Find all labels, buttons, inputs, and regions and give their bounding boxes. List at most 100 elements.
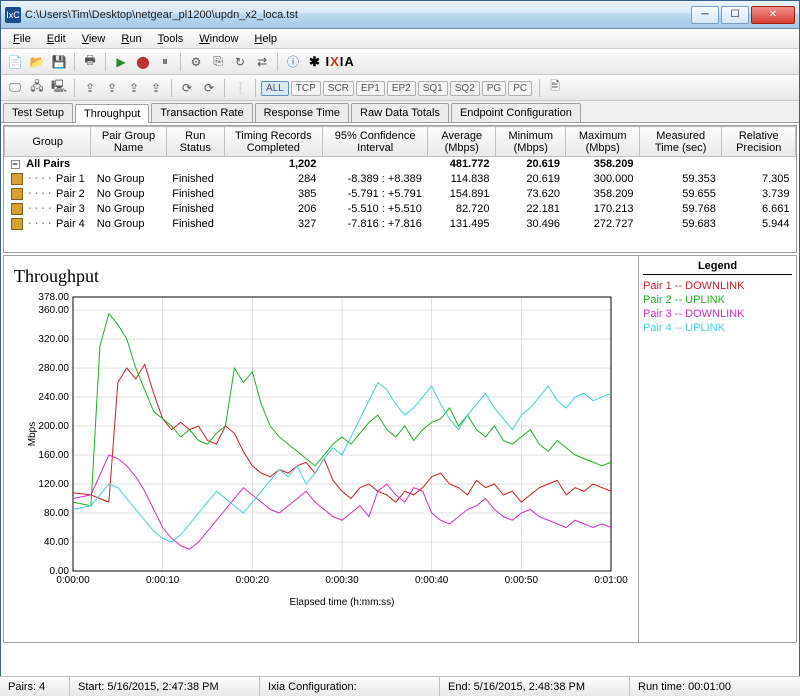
menu-view[interactable]: View bbox=[74, 31, 114, 47]
filter-ep2[interactable]: EP2 bbox=[387, 81, 416, 96]
col-header[interactable]: Maximum (Mbps) bbox=[566, 127, 639, 157]
chart-main: Throughput 0.0040.0080.00120.00160.00200… bbox=[4, 256, 638, 642]
col-header[interactable]: Average (Mbps) bbox=[428, 127, 496, 157]
filter-pg[interactable]: PG bbox=[482, 81, 506, 96]
tab-test-setup[interactable]: Test Setup bbox=[3, 103, 73, 122]
toolbar-1: 📄 📂 💾 🖶 ▶ ⬤ ⏸ ⚙ ⎘ ↻ ⇄ ⓘ ✱ IXIA bbox=[1, 49, 799, 75]
status-config: Ixia Configuration: bbox=[260, 677, 440, 696]
throughput-chart: 0.0040.0080.00120.00160.00200.00240.0028… bbox=[14, 291, 628, 611]
minimize-button[interactable]: ─ bbox=[691, 6, 719, 24]
legend-item: Pair 2 -- UPLINK bbox=[643, 293, 792, 307]
tb2-icon-2[interactable]: 🖧 bbox=[27, 78, 47, 98]
status-runtime: Run time: 00:01:00 bbox=[630, 677, 800, 696]
tool-icon-2[interactable]: ⎘ bbox=[208, 52, 228, 72]
filter-tcp[interactable]: TCP bbox=[291, 81, 321, 96]
tb2-icon-5[interactable]: ⇪ bbox=[102, 78, 122, 98]
svg-text:0:00:00: 0:00:00 bbox=[56, 575, 90, 586]
tab-endpoint-configuration[interactable]: Endpoint Configuration bbox=[451, 103, 581, 122]
tool-icon-4[interactable]: ⇄ bbox=[252, 52, 272, 72]
svg-text:Elapsed time (h:mm:ss): Elapsed time (h:mm:ss) bbox=[289, 597, 394, 608]
status-start: Start: 5/16/2015, 2:47:38 PM bbox=[70, 677, 260, 696]
filter-ep1[interactable]: EP1 bbox=[356, 81, 385, 96]
svg-text:200.00: 200.00 bbox=[38, 421, 69, 432]
legend-item: Pair 1 -- DOWNLINK bbox=[643, 279, 792, 293]
svg-text:320.00: 320.00 bbox=[38, 334, 69, 345]
table-row[interactable]: ···· Pair 2No GroupFinished385-5.791 : +… bbox=[5, 186, 796, 201]
col-header[interactable]: Measured Time (sec) bbox=[639, 127, 721, 157]
filter-scr[interactable]: SCR bbox=[323, 81, 354, 96]
menu-file[interactable]: File bbox=[5, 31, 39, 47]
col-header[interactable]: Timing Records Completed bbox=[224, 127, 322, 157]
table-row[interactable]: ···· Pair 4No GroupFinished327-7.816 : +… bbox=[5, 216, 796, 231]
menu-tools[interactable]: Tools bbox=[150, 31, 192, 47]
col-header[interactable]: Relative Precision bbox=[722, 127, 796, 157]
pause-icon[interactable]: ⏸ bbox=[155, 52, 175, 72]
svg-text:160.00: 160.00 bbox=[38, 450, 69, 461]
results-table: GroupPair Group NameRun StatusTiming Rec… bbox=[4, 126, 796, 231]
menu-run[interactable]: Run bbox=[113, 31, 149, 47]
svg-text:378.00: 378.00 bbox=[38, 292, 69, 303]
tab-throughput[interactable]: Throughput bbox=[75, 104, 149, 123]
svg-text:120.00: 120.00 bbox=[38, 479, 69, 490]
titlebar: IxC C:\Users\Tim\Desktop\netgear_pl1200\… bbox=[1, 1, 799, 29]
legend-box: Legend Pair 1 -- DOWNLINKPair 2 -- UPLIN… bbox=[638, 256, 796, 642]
svg-text:280.00: 280.00 bbox=[38, 363, 69, 374]
svg-text:0:00:30: 0:00:30 bbox=[325, 575, 359, 586]
tabbar: Test SetupThroughputTransaction RateResp… bbox=[1, 101, 799, 123]
svg-text:80.00: 80.00 bbox=[44, 508, 69, 519]
svg-text:0:00:10: 0:00:10 bbox=[146, 575, 180, 586]
all-pairs-row[interactable]: − All Pairs1,202481.77220.619358.209 bbox=[5, 157, 796, 172]
save-icon[interactable]: 💾 bbox=[49, 52, 69, 72]
print-icon[interactable]: 🖶 bbox=[80, 52, 100, 72]
app-icon: IxC bbox=[5, 7, 21, 23]
menu-window[interactable]: Window bbox=[191, 31, 246, 47]
stop-icon[interactable]: ⬤ bbox=[133, 52, 153, 72]
menu-help[interactable]: Help bbox=[246, 31, 285, 47]
menubar: FileEditViewRunToolsWindowHelp bbox=[1, 29, 799, 49]
filter-all[interactable]: ALL bbox=[261, 81, 289, 96]
svg-text:Mbps: Mbps bbox=[27, 422, 38, 446]
legend-item: Pair 4 -- UPLINK bbox=[643, 321, 792, 335]
svg-text:0:00:50: 0:00:50 bbox=[505, 575, 539, 586]
tab-raw-data-totals[interactable]: Raw Data Totals bbox=[351, 103, 449, 122]
new-icon[interactable]: 📄 bbox=[5, 52, 25, 72]
table-row[interactable]: ···· Pair 3No GroupFinished206-5.510 : +… bbox=[5, 201, 796, 216]
close-button[interactable]: ✕ bbox=[751, 6, 795, 24]
col-header[interactable]: Run Status bbox=[166, 127, 224, 157]
svg-text:0:00:40: 0:00:40 bbox=[415, 575, 449, 586]
col-header[interactable]: Minimum (Mbps) bbox=[496, 127, 566, 157]
statusbar: Pairs: 4 Start: 5/16/2015, 2:47:38 PM Ix… bbox=[0, 676, 800, 696]
tb2-icon-end[interactable]: 🖹 bbox=[545, 78, 565, 98]
tb2-icon-8[interactable]: ⟳ bbox=[177, 78, 197, 98]
tb2-icon-3[interactable]: 🖳 bbox=[49, 78, 69, 98]
tb2-icon-7[interactable]: ⇪ bbox=[146, 78, 166, 98]
tab-response-time[interactable]: Response Time bbox=[255, 103, 349, 122]
chart-area: Throughput 0.0040.0080.00120.00160.00200… bbox=[3, 255, 797, 643]
info-icon[interactable]: ⓘ bbox=[283, 52, 303, 72]
col-header[interactable]: Group bbox=[5, 127, 91, 157]
maximize-button[interactable]: ☐ bbox=[721, 6, 749, 24]
tb2-icon-9[interactable]: ⟳ bbox=[199, 78, 219, 98]
tb2-icon-10[interactable]: ❕ bbox=[230, 78, 250, 98]
tab-transaction-rate[interactable]: Transaction Rate bbox=[151, 103, 252, 122]
tb2-icon-6[interactable]: ⇪ bbox=[124, 78, 144, 98]
run-icon[interactable]: ▶ bbox=[111, 52, 131, 72]
table-row[interactable]: ···· Pair 1No GroupFinished284-8.389 : +… bbox=[5, 171, 796, 186]
legend-item: Pair 3 -- DOWNLINK bbox=[643, 307, 792, 321]
menu-edit[interactable]: Edit bbox=[39, 31, 74, 47]
tool-icon-1[interactable]: ⚙ bbox=[186, 52, 206, 72]
tool-icon-3[interactable]: ↻ bbox=[230, 52, 250, 72]
chart-title: Throughput bbox=[14, 266, 628, 287]
svg-text:40.00: 40.00 bbox=[44, 537, 69, 548]
col-header[interactable]: 95% Confidence Interval bbox=[322, 127, 428, 157]
filter-pc[interactable]: PC bbox=[508, 81, 532, 96]
filter-sq1[interactable]: SQ1 bbox=[418, 81, 448, 96]
filter-sq2[interactable]: SQ2 bbox=[450, 81, 480, 96]
tb2-icon-1[interactable]: 🖵 bbox=[5, 78, 25, 98]
window-title: C:\Users\Tim\Desktop\netgear_pl1200\updn… bbox=[25, 9, 689, 21]
tb2-icon-4[interactable]: ⇪ bbox=[80, 78, 100, 98]
open-icon[interactable]: 📂 bbox=[27, 52, 47, 72]
results-table-wrap: GroupPair Group NameRun StatusTiming Rec… bbox=[3, 125, 797, 253]
col-header[interactable]: Pair Group Name bbox=[91, 127, 166, 157]
svg-text:240.00: 240.00 bbox=[38, 392, 69, 403]
